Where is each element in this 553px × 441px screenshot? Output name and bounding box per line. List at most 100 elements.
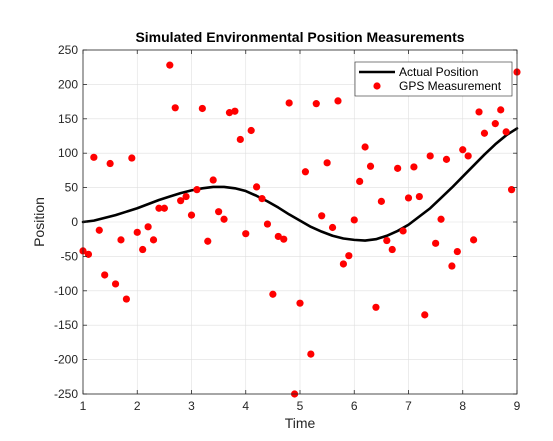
gps-measurement-point xyxy=(415,192,423,201)
gps-measurement-point xyxy=(177,197,185,205)
x-tick-label: 1 xyxy=(80,399,87,413)
x-tick-label: 7 xyxy=(405,399,412,413)
gps-measurement-point xyxy=(323,159,331,167)
x-tick-label: 4 xyxy=(242,399,249,413)
legend-entry-actual-position: Actual Position xyxy=(399,65,478,79)
y-tick-label: -250 xyxy=(54,387,78,401)
y-tick-label: 150 xyxy=(58,112,78,126)
gps-measurement-point xyxy=(502,128,510,136)
gps-measurement-point xyxy=(296,299,304,307)
gps-measurement-point xyxy=(253,183,261,191)
gps-measurement-point xyxy=(242,230,250,238)
grid xyxy=(82,49,518,395)
gps-measurement-point xyxy=(231,107,239,115)
gps-measurement-point xyxy=(372,303,380,311)
gps-measurement-point xyxy=(301,168,310,176)
gps-measurement-point xyxy=(111,280,120,288)
gps-measurement-point xyxy=(459,146,467,154)
legend-marker-swatch xyxy=(373,82,381,90)
gps-measurement-point xyxy=(90,153,98,161)
y-tick-label: -100 xyxy=(54,284,78,298)
gps-measurement-point xyxy=(394,164,402,172)
gps-measurement-point xyxy=(215,208,223,216)
gps-measurement-point xyxy=(198,104,206,113)
gps-measurement-point xyxy=(437,215,445,223)
gps-measurement-point xyxy=(312,100,320,108)
gps-measurement-point xyxy=(155,204,163,212)
gps-measurement-point xyxy=(377,197,385,205)
gps-measurement-point xyxy=(106,159,114,168)
gps-measurement-point xyxy=(497,106,505,114)
gps-measurement-point xyxy=(464,152,472,160)
x-tick-label: 9 xyxy=(514,399,521,413)
gps-measurement-point xyxy=(122,295,130,303)
gps-measurement-point xyxy=(263,220,272,228)
gps-measurement-point xyxy=(448,262,456,270)
gps-measurement-point xyxy=(345,252,353,260)
y-tick-label: -50 xyxy=(61,249,79,263)
actual-position-line xyxy=(81,127,519,242)
gps-measurement-point xyxy=(269,290,277,298)
x-axis-label: Time xyxy=(285,415,316,431)
gps-measurement-point xyxy=(182,192,190,201)
gps-measurement-point xyxy=(144,223,152,231)
chart-title: Simulated Environmental Position Measure… xyxy=(135,29,464,45)
gps-measurement-point xyxy=(280,235,288,243)
gps-measurement-point xyxy=(410,163,418,171)
legend-entry-gps-measurement: GPS Measurement xyxy=(399,79,502,93)
gps-measurement-point xyxy=(187,211,196,219)
gps-measurement-point xyxy=(139,245,147,254)
series-layer xyxy=(79,61,521,398)
gps-measurement-point xyxy=(193,186,201,194)
gps-measurement-point xyxy=(475,108,483,116)
y-tick-label: 0 xyxy=(71,215,78,229)
x-tick-label: 2 xyxy=(134,399,141,413)
gps-measurement-point xyxy=(166,61,174,69)
x-tick-label: 5 xyxy=(297,399,304,413)
gps-measurement-point xyxy=(171,104,179,112)
gps-measurement-point xyxy=(361,143,369,151)
gps-measurement-point xyxy=(339,260,347,268)
axis-ticks: 1 2 3 4 5 6 7 8 9 -250 -200 -150 -100 -50 0 50 100 150 200… xyxy=(54,43,521,413)
gps-measurement-point xyxy=(507,186,516,194)
y-tick-label: -150 xyxy=(54,318,78,332)
gps-measurement-point xyxy=(95,226,103,234)
gps-measurement-point xyxy=(334,97,342,105)
gps-measurement-point xyxy=(128,154,136,162)
gps-measurement-point xyxy=(84,250,93,258)
gps-measurement-point xyxy=(101,271,109,279)
gps-measurement-point xyxy=(470,236,478,244)
y-axis-label: Position xyxy=(31,197,47,247)
gps-measurement-point xyxy=(453,247,461,256)
gps-measurement-point xyxy=(383,236,391,245)
gps-measurement-point xyxy=(491,120,499,128)
y-tick-label: 200 xyxy=(58,77,78,91)
gps-measurement-point xyxy=(307,350,315,358)
gps-measurement-point xyxy=(247,126,255,135)
legend-box xyxy=(354,61,513,97)
gps-measurement-point xyxy=(388,245,396,254)
gps-measurement-point xyxy=(220,215,228,223)
gps-measurement-point xyxy=(160,204,168,212)
gps-measurement-point xyxy=(366,162,375,170)
x-tick-label: 3 xyxy=(188,399,195,413)
gps-measurement-point xyxy=(328,223,337,232)
x-tick-label: 8 xyxy=(459,399,466,413)
y-tick-label: -200 xyxy=(54,353,78,367)
gps-measurement-point xyxy=(421,311,429,319)
x-tick-label: 6 xyxy=(351,399,358,413)
gps-measurement-point xyxy=(225,109,234,117)
gps-measurement-point xyxy=(480,129,489,137)
gps-measurement-point xyxy=(356,177,364,186)
gps-measurement-point xyxy=(258,195,266,203)
gps-measurement-point xyxy=(285,99,293,107)
gps-measurement-point xyxy=(133,228,141,236)
gps-measurement-point xyxy=(209,176,217,184)
gps-measurement-point xyxy=(318,212,326,220)
gps-measurement-point xyxy=(426,152,434,160)
gps-measurement-point xyxy=(350,216,358,224)
y-tick-label: 100 xyxy=(58,146,78,160)
gps-measurement-point xyxy=(274,232,282,241)
